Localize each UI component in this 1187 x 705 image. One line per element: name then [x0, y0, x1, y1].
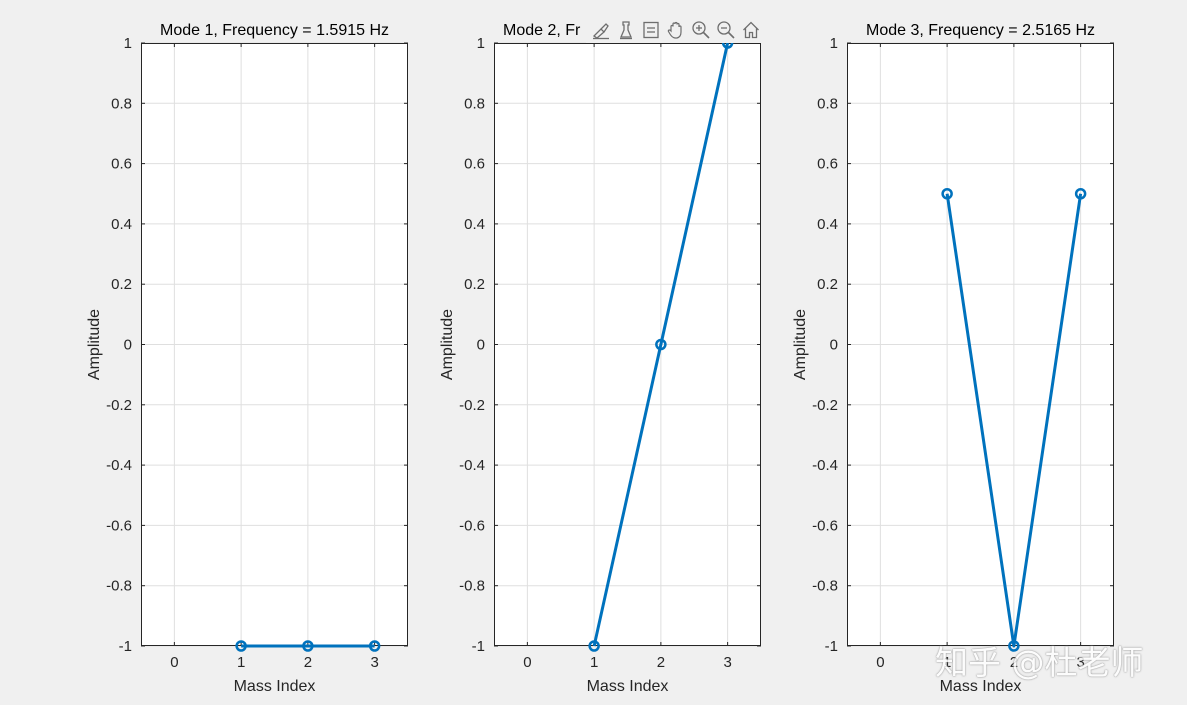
home-button[interactable] [739, 18, 762, 42]
data-tips-icon [619, 21, 632, 40]
x-tick-label: 3 [723, 654, 731, 671]
data-point-marker [368, 640, 381, 652]
x-axis-label: Mass Index [940, 678, 1022, 695]
y-tick-label: -0.2 [106, 397, 132, 414]
legend-icon [642, 21, 659, 39]
x-axis-label: Mass Index [587, 678, 669, 695]
data-point-marker [1008, 640, 1020, 652]
y-tick-label: 0.6 [111, 156, 132, 173]
zoom-in-icon [691, 21, 710, 39]
y-tick-label: -0.8 [812, 578, 838, 595]
y-tick-label: 0.8 [464, 95, 485, 112]
y-tick-label: -0.8 [459, 578, 485, 595]
y-tick-label: -1 [119, 638, 132, 655]
y-tick-label: 0 [124, 337, 132, 354]
y-tick-label: -0.4 [812, 457, 838, 474]
y-tick-label: 0 [830, 337, 838, 354]
y-tick-label: 0.8 [111, 95, 132, 112]
y-axis-label: Amplitude [86, 309, 103, 380]
watermark: 知乎 @杜老师 [935, 643, 1144, 682]
x-tick-label: 1 [237, 654, 245, 671]
x-tick-label: 1 [943, 654, 951, 671]
series-line [592, 42, 730, 647]
zoom-out-button[interactable] [714, 18, 737, 42]
y-tick-label: 1 [124, 35, 132, 52]
zoom-in-button[interactable] [689, 18, 712, 42]
x-tick-label: 2 [304, 654, 312, 671]
chart-title: Mode 3, Frequency = 2.5165 Hz [866, 22, 1095, 39]
x-tick-label: 2 [657, 654, 665, 671]
y-tick-label: -0.6 [106, 517, 132, 534]
y-tick-label: 0.6 [464, 156, 485, 173]
data-point-marker [588, 640, 600, 652]
pan-button[interactable] [664, 18, 687, 42]
axes-toolbar [586, 17, 765, 43]
x-tick-label: 2 [1010, 654, 1018, 671]
subplot-1: 0 1 2 3 -1 -0.8 -0.6 -0.4 -0.2 0 0.2 0.4 0.6 0.8 1 Mode… [86, 22, 408, 695]
x-tick-label: 3 [1076, 654, 1084, 671]
home-icon [742, 21, 759, 39]
data-point-marker [302, 640, 314, 652]
x-tick-label: 3 [370, 654, 378, 671]
y-tick-label: 0.8 [817, 95, 838, 112]
brush-icon [592, 23, 609, 40]
zoom-out-icon [716, 21, 735, 39]
y-tick-label: 0.4 [111, 216, 132, 233]
y-tick-label: 0.2 [817, 276, 838, 293]
pan-icon [667, 21, 682, 39]
y-tick-label: -0.4 [459, 457, 485, 474]
y-tick-label: -0.4 [106, 457, 132, 474]
y-tick-label: 0 [477, 337, 485, 354]
y-tick-label: -0.2 [812, 397, 838, 414]
y-tick-label: 0.4 [464, 216, 485, 233]
x-tick-label: 1 [590, 654, 598, 671]
y-tick-label: 1 [830, 35, 838, 52]
y-axis-label: Amplitude [439, 309, 456, 380]
data-point-marker [1074, 188, 1087, 200]
series-line [945, 193, 1083, 648]
y-tick-label: 0.2 [111, 276, 132, 293]
y-tick-label: 0.2 [464, 276, 485, 293]
y-axis-label: Amplitude [792, 309, 809, 380]
y-tick-label: -1 [472, 638, 485, 655]
y-tick-label: -0.8 [106, 578, 132, 595]
legend-button[interactable] [639, 18, 662, 42]
chart-title: Mode 1, Frequency = 1.5915 Hz [160, 22, 389, 39]
y-tick-label: -0.6 [459, 517, 485, 534]
data-point-marker [655, 338, 667, 351]
data-tips-button[interactable] [614, 18, 637, 42]
data-point-marker [941, 188, 953, 200]
y-tick-label: 0.6 [817, 156, 838, 173]
x-tick-label: 0 [523, 654, 531, 671]
data-point-marker [235, 640, 247, 652]
subplot-2: 0 1 2 3 -1 -0.8 -0.6 -0.4 -0.2 0 0.2 0.4 0.6 0.8 1 Mode… [439, 22, 761, 695]
x-tick-label: 0 [876, 654, 884, 671]
x-tick-label: 0 [170, 654, 178, 671]
chart-title: Mode 2, Fr [503, 22, 581, 39]
y-tick-label: 1 [477, 35, 485, 52]
x-axis-label: Mass Index [234, 678, 316, 695]
y-tick-label: -0.2 [459, 397, 485, 414]
brush-button[interactable] [589, 18, 612, 42]
subplot-3: 0 1 2 3 -1 -0.8 -0.6 -0.4 -0.2 0 0.2 0.4 0.6 0.8 1 Mode… [792, 22, 1114, 695]
y-tick-label: 0.4 [817, 216, 838, 233]
y-tick-label: -0.6 [812, 517, 838, 534]
y-tick-label: -1 [825, 638, 838, 655]
